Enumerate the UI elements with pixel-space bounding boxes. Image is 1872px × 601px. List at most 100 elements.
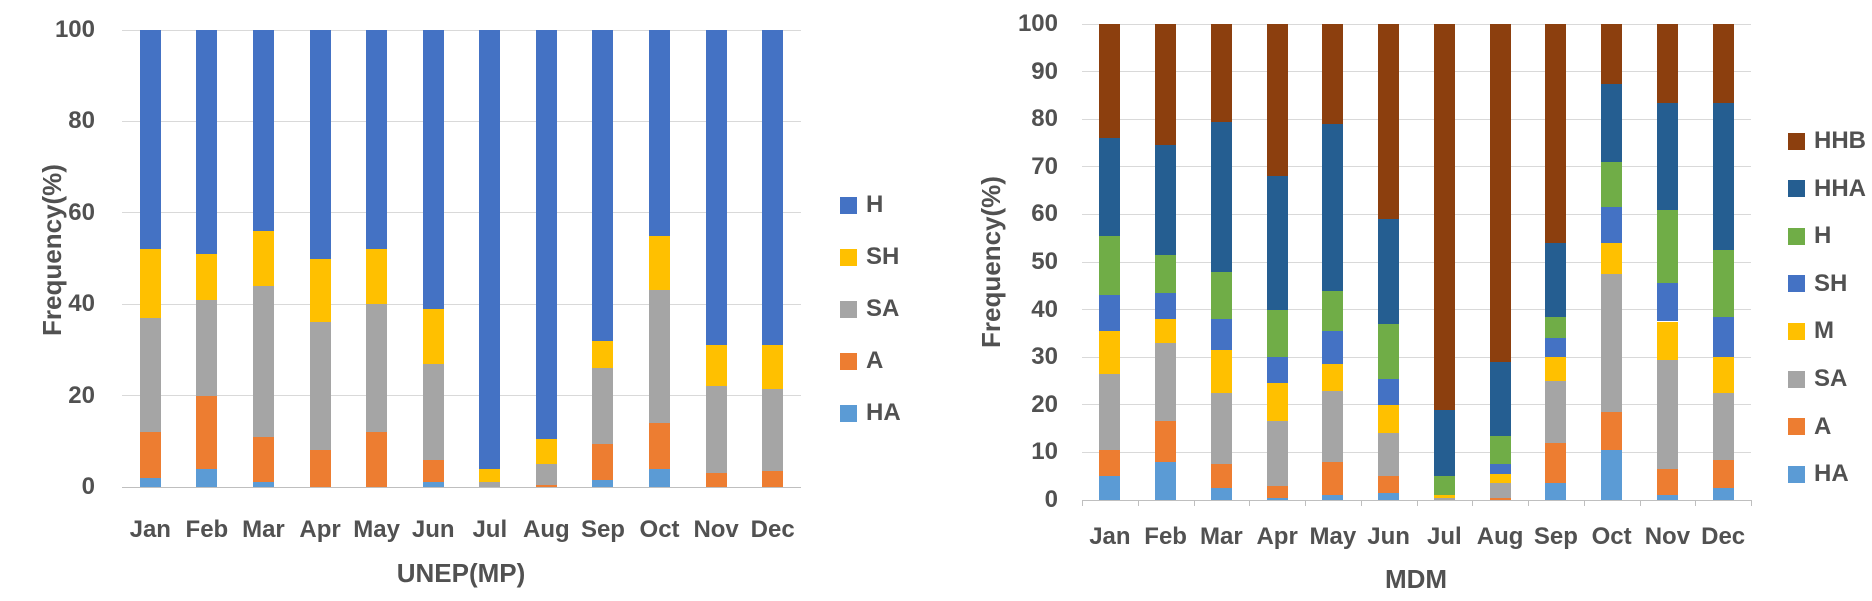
axis-tick [1528, 500, 1529, 506]
legend-item-h: H [840, 192, 883, 218]
y-tick-label-60: 60 [1031, 200, 1058, 228]
x-tick-label-jul: Jul [472, 516, 508, 543]
x-tick-label-oct: Oct [1591, 523, 1632, 550]
bar-segment-h-jul [479, 30, 501, 469]
bar-segment-hhb-sep [1545, 24, 1567, 243]
y-tick-label-20: 20 [1031, 390, 1058, 418]
legend-label-ha: HA [866, 399, 901, 426]
bar-segment-h-jan [1099, 235, 1121, 296]
x-tick-label-may: May [1309, 523, 1357, 550]
bar-segment-ha-may [1322, 495, 1344, 500]
gridline [122, 212, 801, 214]
legend-label-sa: SA [866, 295, 900, 322]
bar-segment-sa-oct [1601, 273, 1623, 412]
legend-label-ha: HA [1814, 460, 1849, 488]
bar-segment-a-oct [649, 423, 671, 469]
bar-segment-sh-sep [592, 340, 614, 369]
bar-segment-sa-feb [1155, 342, 1177, 422]
bar-segment-ha-feb [196, 468, 218, 487]
legend-item-sh: SH [1788, 270, 1847, 297]
bar-segment-a-sep [1545, 442, 1567, 484]
bar-segment-sa-aug [535, 464, 557, 485]
gridline [122, 303, 801, 305]
bar-segment-hhb-mar [1210, 24, 1232, 122]
axis-tick [1695, 500, 1697, 506]
bar-segment-sa-jul [1433, 497, 1455, 500]
x-tick-label-feb: Feb [1144, 523, 1187, 550]
bar-segment-hha-jan [1099, 138, 1121, 236]
bar-segment-m-may [1322, 364, 1344, 391]
bar-segment-ha-dec [1712, 488, 1734, 500]
gridline [1082, 309, 1751, 311]
bar-segment-sh-aug [1489, 464, 1511, 474]
legend-swatch-sh [1788, 275, 1805, 293]
bar-segment-sa-feb [196, 299, 218, 396]
bar-segment-ha-feb [1155, 461, 1177, 500]
x-tick-label-oct: Oct [639, 516, 680, 543]
bar-segment-sa-dec [762, 388, 784, 471]
axis-tick [1639, 500, 1641, 506]
legend-item-hhb: HHB [1788, 128, 1866, 154]
legend-item-sh: SH [840, 244, 899, 270]
bar-segment-m-aug [1489, 473, 1511, 484]
legend-label-hha: HHA [1814, 174, 1866, 202]
x-tick-label-sep: Sep [1533, 523, 1578, 550]
legend-item-a: A [840, 348, 883, 374]
axis-tick [1305, 500, 1306, 506]
bar-segment-hhb-jan [1099, 24, 1121, 139]
bar-segment-hha-feb [1155, 145, 1177, 255]
bar-segment-sa-aug [1489, 483, 1511, 498]
bar-segment-sh-mar [252, 231, 274, 286]
axis-tick [1137, 500, 1139, 506]
legend-swatch-ha [1788, 465, 1805, 483]
bar-segment-sh-nov [1656, 283, 1678, 322]
legend-swatch-sh [840, 248, 857, 266]
bar-segment-sh-jun [1378, 378, 1400, 405]
bar-segment-sh-mar [1210, 319, 1232, 351]
x-tick-label-aug: Aug [523, 516, 570, 543]
y-tick-label-20: 20 [68, 381, 95, 409]
bar-segment-h-oct [649, 30, 671, 236]
bar-segment-h-feb [196, 30, 218, 254]
bar-segment-a-mar [252, 436, 274, 483]
x-axis-line [122, 486, 801, 488]
legend-label-m: M [1814, 317, 1834, 345]
x-tick-label-nov: Nov [1644, 523, 1691, 550]
x-axis-title: UNEP(MP) [396, 558, 526, 588]
bar-segment-ha-sep [1545, 483, 1567, 500]
x-tick-label-mar: Mar [1200, 523, 1243, 550]
bar-segment-hha-jul [1433, 409, 1455, 477]
bar-segment-m-feb [1155, 319, 1177, 343]
legend-label-hhb: HHB [1814, 127, 1866, 154]
bar-segment-h-jun [422, 30, 444, 309]
bar-segment-hhb-jun [1378, 24, 1400, 220]
bar-segment-hha-dec [1712, 102, 1734, 251]
bar-segment-hhb-jul [1433, 24, 1455, 410]
legend-swatch-h [840, 196, 857, 214]
bar-segment-h-sep [1545, 316, 1567, 339]
axis-tick [1472, 500, 1474, 506]
bar-segment-hhb-may [1322, 24, 1344, 124]
bar-segment-m-oct [1601, 242, 1623, 274]
gridline [122, 395, 801, 397]
y-tick-label-100: 100 [1017, 10, 1058, 37]
x-tick-label-jul: Jul [1427, 523, 1462, 550]
bar-segment-h-aug [1489, 435, 1511, 465]
bar-segment-m-apr [1266, 383, 1288, 422]
bar-segment-sa-may [1322, 390, 1344, 462]
y-tick-label-60: 60 [68, 198, 95, 226]
x-tick-label-jan: Jan [1089, 523, 1131, 550]
y-tick-label-80: 80 [1031, 105, 1058, 133]
axis-tick [1249, 500, 1251, 506]
bar-segment-sh-jan [139, 249, 161, 318]
legend-label-a: A [1814, 412, 1832, 440]
bar-segment-sa-dec [1712, 392, 1734, 460]
legend-label-h: H [866, 191, 884, 218]
gridline [1082, 404, 1751, 406]
legend-label-sh: SH [866, 243, 900, 270]
bar-segment-hhb-apr [1266, 24, 1288, 177]
x-tick-label-nov: Nov [693, 516, 739, 543]
bar-segment-a-jun [1378, 476, 1400, 493]
